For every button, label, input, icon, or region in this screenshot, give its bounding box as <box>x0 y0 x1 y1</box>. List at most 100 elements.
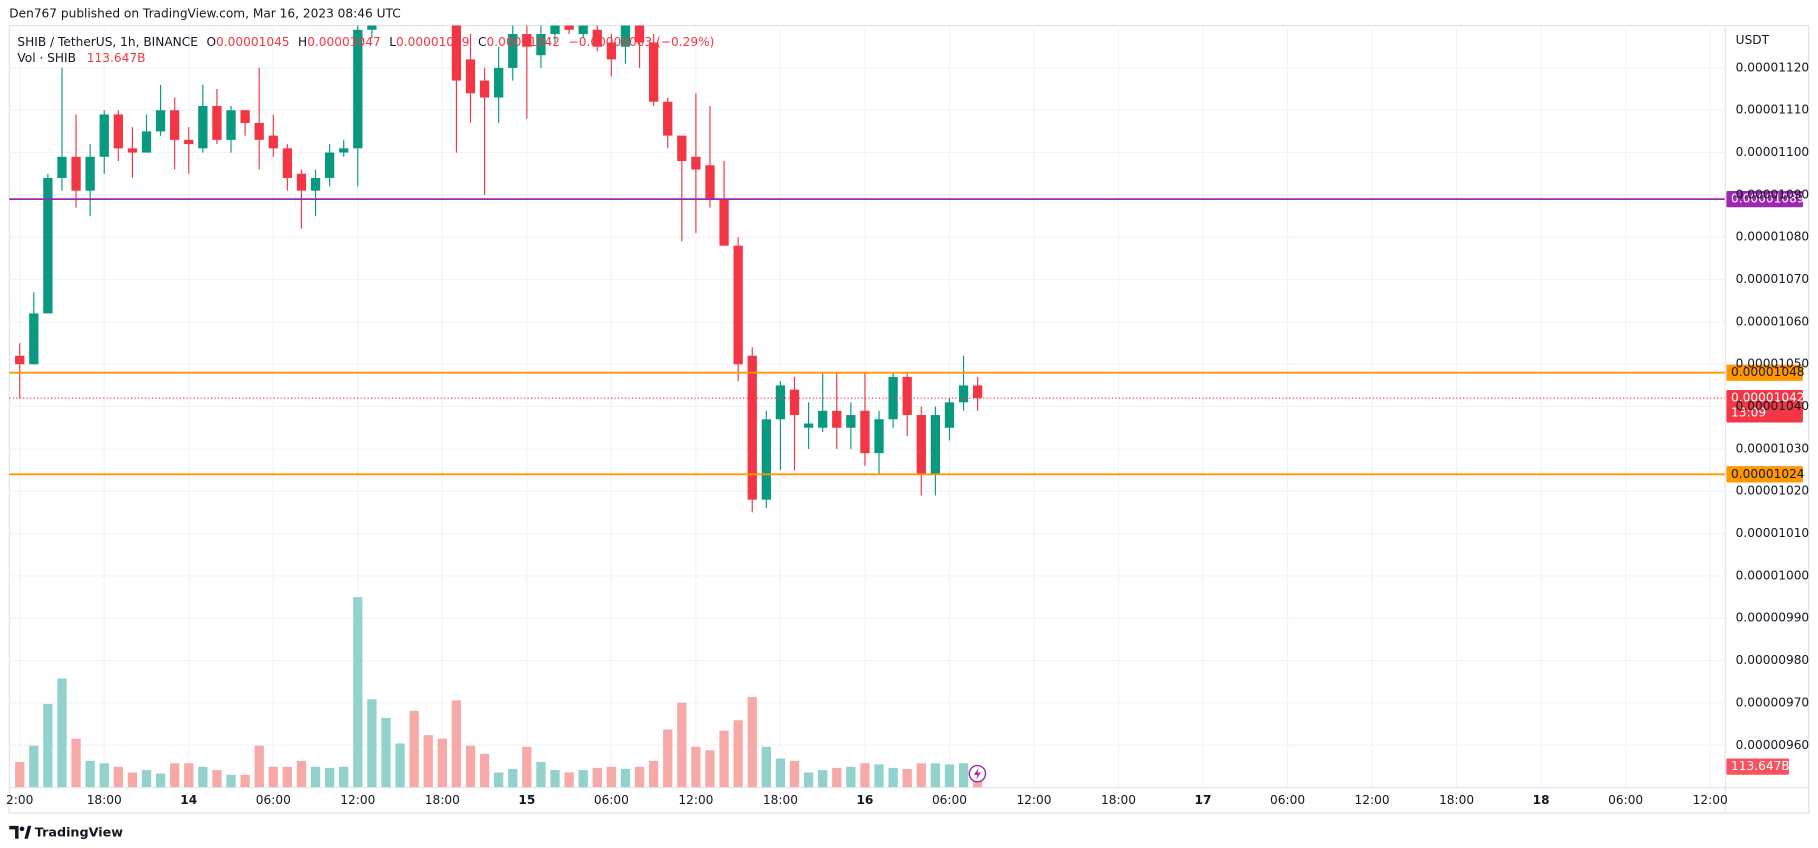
volume-bar <box>874 764 884 788</box>
y-tick-label: 0.00001030 <box>1736 441 1810 455</box>
volume-bar <box>127 772 138 788</box>
x-tick-label: 06:00 <box>594 793 629 807</box>
candle-body <box>832 410 842 428</box>
volume-bar <box>522 746 532 788</box>
legend-l: L <box>389 34 396 48</box>
brand-logo <box>9 825 32 839</box>
volume-bar <box>944 764 955 788</box>
volume-bar <box>254 745 264 788</box>
volume-bar <box>860 763 870 788</box>
volume-bar <box>705 750 715 788</box>
x-tick-label: 12:00 <box>340 793 375 807</box>
x-tick-label: 16 <box>856 793 873 807</box>
candle-body <box>479 80 490 98</box>
candle-body <box>536 34 546 56</box>
x-tick-label: 14 <box>180 793 197 807</box>
volume-bar <box>423 735 433 788</box>
candle-body <box>733 245 743 365</box>
candle-body <box>282 148 293 178</box>
legend-change: −0.00000003 (−0.29%) <box>569 34 715 48</box>
volume-bar <box>367 699 377 788</box>
x-tick-label: 2:00 <box>6 793 33 807</box>
volume-bar <box>268 766 278 788</box>
volume-bar <box>99 763 109 788</box>
candle-body <box>789 389 800 416</box>
volume-bar <box>916 763 926 788</box>
legend-volume: Vol · SHIB <box>17 51 76 65</box>
volume-bar <box>677 702 687 788</box>
candle-body <box>677 135 687 162</box>
legend-c: C <box>478 34 486 48</box>
candle-body <box>99 114 109 157</box>
candle-body <box>705 165 715 200</box>
x-tick-label: 12:00 <box>678 793 713 807</box>
level-badge <box>1726 364 1803 381</box>
candle-body <box>198 105 208 149</box>
volume-bar <box>409 710 419 788</box>
candle-body <box>226 110 236 140</box>
volume-bar <box>310 766 321 788</box>
candle-body <box>761 419 771 500</box>
candle-body <box>508 34 518 68</box>
candle-body <box>324 152 335 178</box>
candle-body <box>15 355 25 365</box>
volume-bar <box>818 770 828 788</box>
volume-bar <box>564 772 574 788</box>
candle-body <box>803 423 814 428</box>
volume-bar <box>15 761 25 788</box>
candle-body <box>620 25 631 47</box>
volume-bar <box>381 717 391 788</box>
x-tick-label: 18:00 <box>425 793 460 807</box>
candle-body <box>184 139 194 145</box>
volume-bar <box>775 758 786 788</box>
y-tick-label: 0.00001020 <box>1736 484 1810 498</box>
legend-open: 0.00001045 <box>216 34 290 48</box>
volume-bar <box>930 763 941 788</box>
y-tick-label: 0.00000990 <box>1736 611 1810 625</box>
level-label: 0.00001024 <box>1731 467 1805 481</box>
candle-body <box>353 29 363 149</box>
candle-body <box>578 25 588 35</box>
volume-bar <box>634 766 645 788</box>
volume-bar <box>536 761 546 788</box>
volume-bar <box>353 597 363 788</box>
y-tick-label: 0.00001000 <box>1736 568 1810 582</box>
legend-low: 0.00001039 <box>396 34 470 48</box>
candle-body <box>972 385 983 399</box>
volume-bar <box>691 746 701 788</box>
candle-body <box>818 410 828 428</box>
level-badge <box>1726 191 1803 208</box>
volume-bar <box>155 773 166 788</box>
candle-body <box>113 114 123 149</box>
current-price-label: 0.00001042 <box>1731 391 1805 405</box>
y-tick-label: 0.00001050 <box>1736 357 1810 371</box>
currency-label: USDT <box>1736 33 1770 47</box>
candle-body <box>775 385 786 420</box>
legend-h: H <box>298 34 307 48</box>
volume-bar <box>578 770 588 788</box>
x-tick-label: 15 <box>518 793 535 807</box>
volume-bar <box>606 766 617 788</box>
x-tick-label: 06:00 <box>1270 793 1305 807</box>
volume-bar <box>832 767 842 788</box>
volume-badge-label: 113.647B <box>1731 759 1790 773</box>
volume-bar <box>958 763 969 788</box>
candle-body <box>127 148 138 153</box>
x-tick-label: 06:00 <box>256 793 291 807</box>
candle-body <box>212 105 222 140</box>
x-tick-label: 18 <box>1533 793 1550 807</box>
volume-bar <box>761 746 771 788</box>
candle-body <box>451 25 462 81</box>
y-tick-label: 0.00001060 <box>1736 314 1810 328</box>
volume-badge <box>1726 758 1790 775</box>
volume-bar <box>113 766 123 788</box>
x-tick-label: 06:00 <box>1608 793 1643 807</box>
x-tick-label: 06:00 <box>932 793 967 807</box>
candle-body <box>550 25 560 35</box>
y-tick-label: 0.00000980 <box>1736 653 1810 667</box>
x-tick-label: 18:00 <box>87 793 122 807</box>
brand: TradingView <box>35 825 123 840</box>
y-tick-label: 0.00001010 <box>1736 526 1810 540</box>
candle-body <box>268 135 278 149</box>
volume-bar <box>170 763 180 788</box>
